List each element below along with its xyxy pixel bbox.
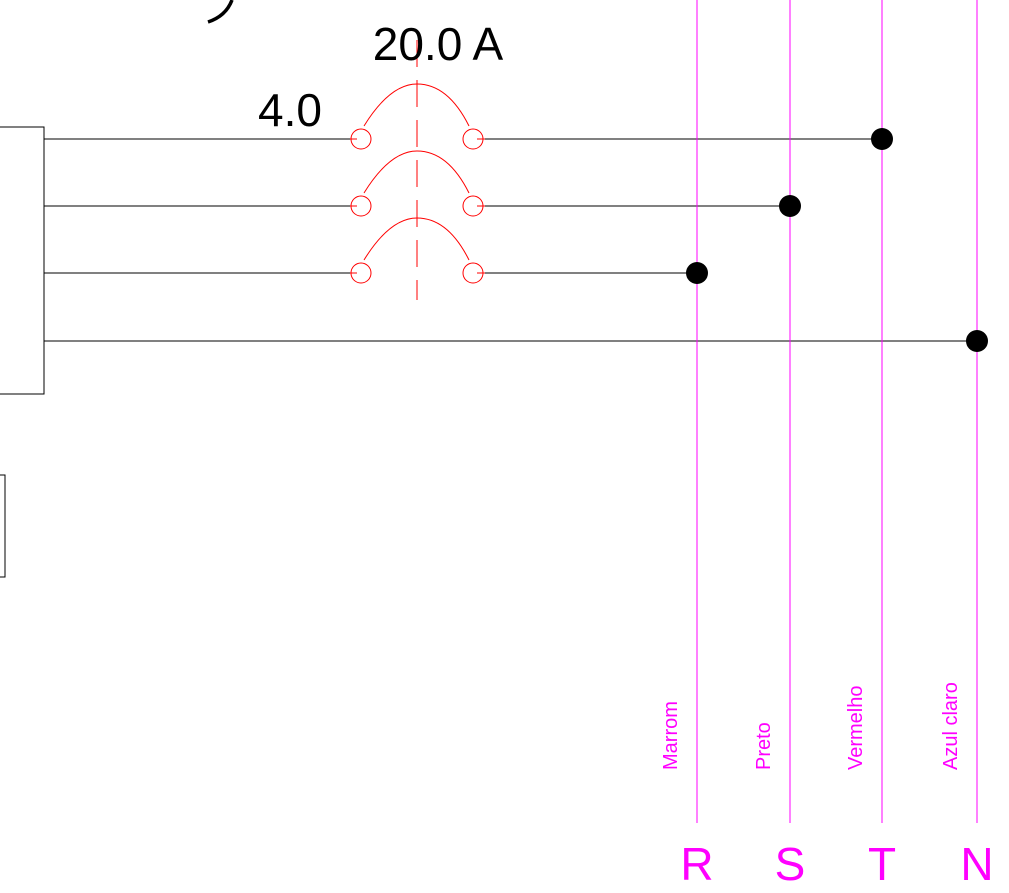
phase-label-s: S xyxy=(775,838,806,890)
breaker-symbol xyxy=(350,40,485,300)
phase-label-r: R xyxy=(680,838,713,890)
feeder-wires xyxy=(44,138,977,342)
breaker-section-label: 4.0 xyxy=(258,84,322,136)
phase-label-t: T xyxy=(868,838,896,890)
connection-dot-s xyxy=(779,195,801,217)
small-box xyxy=(0,474,6,578)
wire-color-label-n: Azul claro xyxy=(940,682,962,770)
wire-color-label-t: Vermelho xyxy=(845,686,867,771)
breaker-rating-label: 20.0 A xyxy=(373,18,504,70)
connection-dot-t xyxy=(871,128,893,150)
wire-color-label-r: Marrom xyxy=(660,701,682,770)
panel-box xyxy=(0,126,45,395)
wire-color-label-s: Preto xyxy=(753,722,775,770)
bus-lines xyxy=(696,0,978,823)
connection-dots xyxy=(686,128,988,352)
breaker-arc xyxy=(363,150,470,194)
connection-dot-n xyxy=(966,330,988,352)
phase-label-n: N xyxy=(960,838,993,890)
wire-color-labels: Marrom Preto Vermelho Azul claro xyxy=(660,682,962,770)
connection-dot-r xyxy=(686,262,708,284)
cropped-bracket-glyph xyxy=(207,0,234,24)
phase-labels: R S T N xyxy=(680,838,993,890)
